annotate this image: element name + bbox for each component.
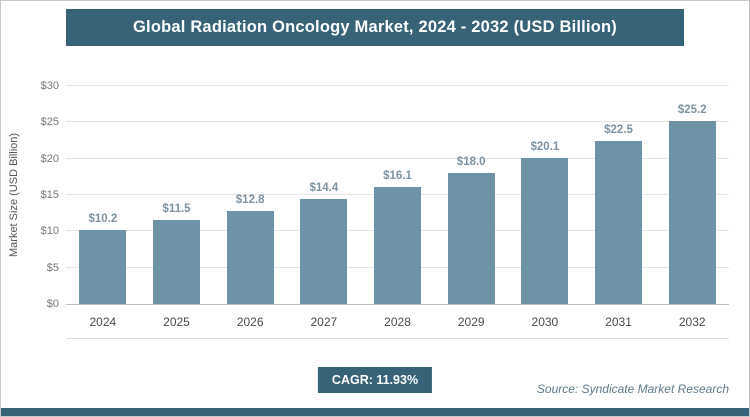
x-axis-label-2028: 2028	[384, 314, 411, 329]
bar-slot-2025: $11.5	[140, 86, 214, 304]
bar-2029	[447, 173, 495, 304]
bar-value-label: $22.5	[604, 123, 633, 136]
bar-2030	[521, 157, 569, 304]
y-tick-label: $5	[46, 261, 59, 274]
gridline	[66, 121, 729, 123]
chart-title-bar: Global Radiation Oncology Market, 2024 -…	[66, 9, 684, 46]
x-axis-label-2024: 2024	[89, 314, 117, 329]
bar-2025	[152, 220, 201, 304]
x-axis-labels: 2024 2025 2026 2027 2028 2029 2030 2031 2032	[66, 305, 729, 339]
bottom-accent-bar	[1, 408, 749, 416]
gridline	[66, 157, 729, 159]
bar-value-label: $20.1	[530, 140, 560, 153]
gridline	[66, 85, 729, 86]
plot-area: $10.2 $11.5 $12.8 $14.4 $16.1 $18.0 $20.1 $22.5…	[66, 85, 729, 305]
y-tick-label: $15	[40, 189, 59, 201]
bar-2028	[373, 187, 422, 304]
bar-slot-2026: $12.8	[213, 86, 287, 304]
bar-2026	[226, 211, 274, 304]
bar-2032	[668, 120, 716, 304]
cagr-badge: CAGR: 11.93%	[317, 367, 433, 393]
bar-2031	[594, 140, 643, 304]
y-tick-label: $30	[40, 80, 59, 92]
bar-value-label: $14.4	[309, 182, 339, 195]
y-tick-label: $20	[40, 152, 59, 165]
bar-slot-2024: $10.2	[66, 86, 140, 304]
x-axis-label-2031: 2031	[605, 314, 632, 329]
chart-title: Global Radiation Oncology Market, 2024 -…	[133, 18, 617, 36]
bar-value-label: $11.5	[162, 203, 191, 216]
x-axis-label-2025: 2025	[163, 314, 190, 329]
y-axis-tick-labels: $0 $5 $10 $15 $20 $25 $30	[23, 80, 63, 310]
x-axis-label-2026: 2026	[236, 314, 264, 329]
bar-slot-2027: $14.4	[287, 86, 361, 304]
y-axis-title: Market Size (USD Billion)	[8, 132, 20, 258]
x-axis-label-2032: 2032	[678, 314, 706, 329]
source-text: Source: Syndicate Market Research	[536, 382, 729, 396]
x-axis-label-2030: 2030	[531, 314, 559, 329]
bar-slot-2028: $16.1	[361, 86, 435, 304]
bar-value-label: $25.2	[677, 103, 707, 116]
bar-slot-2032: $25.2	[655, 86, 729, 304]
bar-2024	[79, 229, 127, 304]
y-tick-label: $0	[46, 298, 59, 310]
bar-value-label: $12.8	[235, 194, 265, 206]
y-tick-label: $25	[40, 116, 59, 129]
bar-value-label: $18.0	[456, 156, 486, 169]
bars-container: $10.2 $11.5 $12.8 $14.4 $16.1 $18.0 $20.1 $22.5…	[66, 86, 729, 304]
bar-slot-2031: $22.5	[582, 86, 656, 304]
bar-slot-2030: $20.1	[508, 86, 582, 304]
x-axis-label-2027: 2027	[310, 314, 338, 329]
bar-value-label: $10.2	[88, 212, 118, 225]
x-axis-label-2029: 2029	[457, 314, 485, 329]
bar-value-label: $16.1	[383, 170, 412, 183]
bar-2027	[300, 199, 348, 304]
y-tick-label: $10	[40, 225, 59, 238]
bar-slot-2029: $18.0	[434, 86, 508, 304]
